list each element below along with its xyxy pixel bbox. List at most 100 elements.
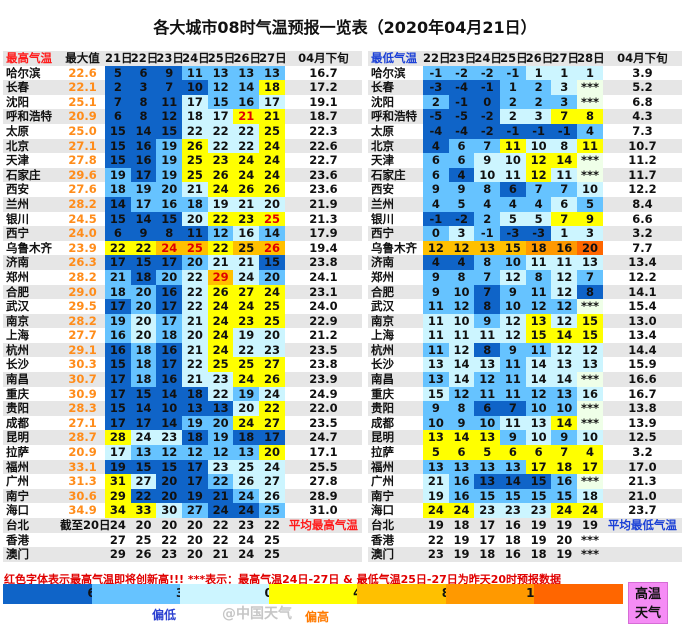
legend-segment: 8 — [357, 584, 450, 604]
temp-cell: 14 — [130, 401, 157, 416]
temp-cell: 10 — [156, 401, 183, 416]
temp-cell: 6 — [474, 401, 501, 416]
footnote: 红色字体表示最高气温即将创新高!!! ***表示：最高气温24日-27日 & 最… — [4, 573, 562, 586]
temp-cell: 13 — [474, 459, 501, 475]
table-row: 哈尔滨 -1 -2 -2 -1 1 1 1 3.9 — [368, 65, 682, 81]
temp-cell: 24 — [259, 459, 285, 475]
city-name: 台北 — [371, 518, 394, 532]
temp-cell: 14 — [525, 357, 552, 373]
temp-cell: 10 — [577, 430, 603, 446]
temp-cell: 11 — [500, 357, 526, 373]
record-max: 29.6 — [68, 167, 97, 182]
temp-cell: 26 — [233, 182, 260, 197]
city-name: 乌鲁木齐 — [6, 240, 52, 255]
temp-cell: -2 — [448, 211, 475, 227]
record-max: 29.5 — [68, 299, 97, 314]
table-row: 北京 27.1 15 16 19 26 22 22 24 22.6 — [3, 138, 362, 154]
temp-cell: 24 — [259, 138, 285, 154]
temp-cell: 25 — [135, 532, 152, 547]
temp-cell: 21 — [207, 488, 234, 504]
avg-label: 平均最高气温 — [288, 518, 358, 532]
period-average: 16.7 — [628, 386, 657, 401]
temp-cell: 11 — [474, 328, 501, 343]
period-average: 31.0 — [309, 503, 338, 518]
temp-cell: 17 — [525, 459, 552, 475]
temp-cell: 8 — [525, 269, 552, 285]
column-header: 04月下旬 — [617, 51, 668, 65]
period-average — [285, 547, 362, 562]
temp-cell: -4 — [448, 123, 475, 139]
column-header: 23日 — [448, 51, 477, 65]
table-row: 长沙 13 14 13 11 14 13 13 15.9 — [368, 357, 682, 373]
temp-cell: 14 — [105, 196, 131, 212]
temp-cell: 22 — [212, 532, 229, 547]
temp-cell: 7 — [551, 109, 578, 124]
legend-segment: 12 — [445, 584, 543, 604]
table-row: 昆明 13 14 13 9 10 9 10 12.5 — [368, 430, 682, 446]
temp-cell: 15 — [105, 153, 131, 168]
record-max: 30.6 — [68, 488, 97, 503]
temp-cell: 22 — [427, 532, 444, 547]
temp-cell: 13 — [423, 357, 449, 373]
temp-cell: 9 — [130, 226, 157, 241]
temp-cell: 23 — [207, 372, 234, 387]
city-name: 济南 — [371, 255, 394, 270]
temp-cell: 16 — [130, 153, 157, 168]
record-max — [60, 533, 105, 548]
temp-cell: 6 — [448, 153, 475, 168]
record-max: 25.1 — [68, 94, 97, 109]
record-max: 28.3 — [68, 401, 97, 416]
temp-cell: 20 — [233, 401, 260, 416]
period-average: 18.7 — [309, 109, 338, 124]
temp-cell: 9 — [448, 415, 475, 431]
temp-cell: 24 — [207, 182, 234, 197]
temp-cell: 16 — [105, 328, 131, 343]
table-row: 郑州 9 8 7 12 8 12 7 12.2 — [368, 269, 682, 285]
table-row: 乌鲁木齐 23.9 22 22 24 25 22 25 26 19.4 — [3, 240, 362, 256]
period-average: 12.5 — [628, 430, 657, 445]
column-header: 25日 — [500, 51, 528, 65]
city-name: 石家庄 — [371, 167, 406, 182]
period-average: 22.0 — [309, 401, 338, 416]
temp-cell: 19 — [453, 547, 470, 562]
temp-cell: *** — [577, 401, 603, 416]
temp-cell: 21 — [212, 547, 229, 562]
record-max: 27.1 — [68, 138, 97, 153]
temp-cell: *** — [577, 474, 603, 489]
city-name: 成都 — [6, 415, 29, 430]
period-average: 23.6 — [309, 182, 338, 197]
table-row: 台北 19 18 17 16 19 19 19 平均最低气温 — [368, 518, 682, 533]
temp-cell: 7 — [525, 182, 552, 197]
temp-cell: 20 — [182, 328, 208, 343]
table-row: 武汉 29.5 17 20 17 22 24 24 25 24.0 — [3, 299, 362, 314]
period-average: 14.4 — [628, 342, 657, 357]
temp-cell: 23 — [233, 313, 260, 329]
table-row: 西安 27.6 18 19 20 21 24 26 26 23.6 — [3, 182, 362, 197]
table-row: 澳门 23 19 18 16 18 19 *** — [368, 547, 682, 562]
temp-cell: 18 — [530, 547, 547, 562]
temp-cell: 15 — [525, 474, 552, 489]
table-row: 贵阳 28.3 15 14 10 13 13 20 22 22.0 — [3, 401, 362, 416]
temp-cell: 24 — [207, 503, 234, 518]
temp-cell: -3 — [525, 226, 552, 241]
temp-cell: 19 — [105, 459, 131, 475]
temp-cell: 25 — [259, 299, 285, 314]
temp-cell: 6 — [500, 445, 526, 460]
temp-cell: 24 — [233, 503, 260, 518]
temp-cell: 21 — [233, 255, 260, 270]
table-row: 南宁 30.6 29 22 20 19 21 24 26 28.9 — [3, 488, 362, 504]
table-row: 太原 25.0 15 14 15 22 22 22 25 22.3 — [3, 123, 362, 139]
column-header: 26日 — [525, 51, 554, 65]
temp-cell: 17 — [105, 386, 131, 402]
temp-cell: 20 — [156, 474, 183, 489]
city-name: 南宁 — [6, 488, 29, 503]
temp-cell: 22 — [182, 269, 208, 285]
city-name: 福州 — [371, 459, 394, 474]
city-name: 长沙 — [6, 357, 29, 372]
temp-cell: 16 — [156, 196, 183, 212]
period-average: 23.8 — [309, 357, 338, 372]
temp-cell: -1 — [551, 123, 578, 139]
temp-cell: 20 — [259, 445, 285, 460]
temp-cell: 23 — [207, 459, 234, 475]
city-name: 贵阳 — [371, 401, 394, 416]
